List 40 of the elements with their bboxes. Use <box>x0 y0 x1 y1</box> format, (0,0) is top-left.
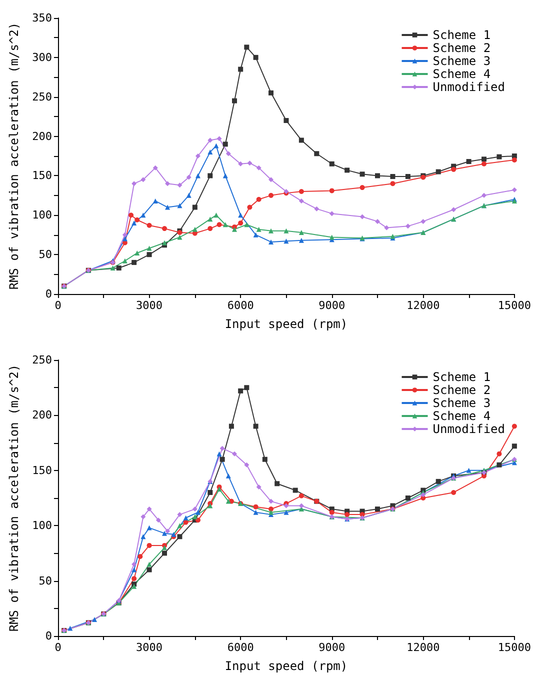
x-tick-label: 12000 <box>406 641 440 654</box>
legend-label: Scheme 3 <box>432 396 491 410</box>
y-tick-label: 200 <box>32 130 52 143</box>
y-tick-label: 300 <box>32 50 52 64</box>
y-tick-label: 50 <box>38 574 52 588</box>
legend-label: Scheme 1 <box>432 370 491 384</box>
legend-label: Scheme 2 <box>432 41 491 55</box>
x-tick-label: 9000 <box>318 641 346 654</box>
y-tick-label: 250 <box>32 354 52 366</box>
legend-label: Scheme 2 <box>432 383 491 397</box>
x-tick-label: 15000 <box>498 641 532 654</box>
y-tick-label: 150 <box>32 464 52 477</box>
y-tick-label: 100 <box>32 519 52 532</box>
x-tick-label: 3000 <box>136 299 163 312</box>
y-tick-label: 100 <box>32 208 52 222</box>
x-tick-label: 6000 <box>227 299 254 312</box>
x-tick-label: 15000 <box>498 299 532 312</box>
y-tick-label: 250 <box>32 90 52 104</box>
legend-label: Unmodified <box>432 80 506 94</box>
y-tick-label: 0 <box>45 630 52 642</box>
x-axis-title: Input speed (rpm) <box>224 659 348 673</box>
legend-label: Scheme 4 <box>432 409 491 423</box>
legend-label: Unmodified <box>432 422 506 436</box>
y-tick-label: 200 <box>32 408 52 422</box>
x-tick-label: 12000 <box>406 299 440 312</box>
legend-label: Scheme 4 <box>432 67 491 81</box>
y-tick-label: 150 <box>32 169 52 182</box>
y-tick-label: 50 <box>38 248 52 262</box>
y-tick-label: 350 <box>32 12 52 24</box>
x-tick-label: 3000 <box>136 641 163 654</box>
x-tick-label: 9000 <box>318 299 346 312</box>
x-tick-label: 0 <box>54 299 62 312</box>
y-axis-title: RMS of vibration acceleration (m/s^2) <box>7 22 21 290</box>
y-tick-label: 0 <box>45 288 52 300</box>
x-tick-label: 0 <box>54 641 62 654</box>
legend-label: Scheme 1 <box>432 28 491 42</box>
x-tick-label: 6000 <box>227 641 254 654</box>
y-axis-title: RMS of vibration acceleration (m/s^2) <box>7 364 21 632</box>
x-axis-title: Input speed (rpm) <box>224 317 348 331</box>
legend-label: Scheme 3 <box>432 54 491 68</box>
